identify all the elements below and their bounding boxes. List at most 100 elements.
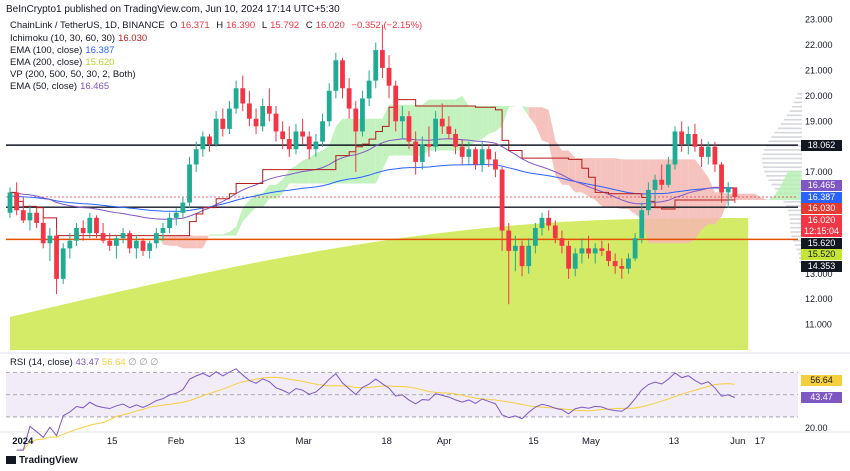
indicator-value: 15.620 [85, 57, 115, 68]
ichimoku-cloud-segment [422, 99, 429, 156]
candle-body [466, 149, 472, 157]
ichimoku-cloud-segment [103, 217, 110, 236]
ichimoku-cloud-segment [721, 192, 729, 217]
indicator-ema100[interactable]: EMA (100, close) 16.387 [10, 45, 117, 57]
candle-body [652, 179, 658, 190]
candle-body [240, 88, 246, 104]
candle-body [87, 217, 93, 234]
candle-body [220, 118, 226, 129]
candle-body [153, 233, 159, 244]
candle-body [685, 133, 691, 145]
candle-body [133, 240, 139, 249]
candle-body [34, 212, 39, 223]
price-axis-label: 16.020 [801, 214, 842, 226]
candle-body [280, 131, 286, 140]
rsi-legend[interactable]: RSI (14, close) 43.47 56.64 ∅ ∅ ∅ [10, 357, 158, 368]
ichimoku-cloud-segment [196, 235, 203, 249]
candle-body [40, 222, 46, 244]
candle-body [592, 248, 598, 254]
candle-body [286, 139, 292, 150]
ichimoku-cloud-segment [761, 197, 769, 201]
candle-body [386, 67, 392, 86]
volume-profile-bar [794, 244, 802, 246]
candle-body [732, 187, 738, 198]
candle-body [293, 131, 299, 150]
ichimoku-cloud-segment [675, 159, 682, 244]
indicator-ichimoku[interactable]: Ichimoku (10, 30, 60, 30) 16.030 [10, 33, 150, 45]
candle-body [200, 136, 206, 150]
candle-body [453, 133, 458, 147]
candle-body [446, 126, 452, 134]
time-tick-label: Apr [437, 436, 452, 447]
indicator-label: EMA (200, close) [10, 57, 83, 68]
candle-body [539, 217, 545, 229]
ichimoku-cloud-segment [495, 106, 503, 132]
volume-profile-bar [777, 127, 802, 130]
candle-body [506, 230, 512, 251]
ichimoku-cloud-segment [222, 231, 230, 236]
volume-profile-bar [774, 131, 802, 134]
ichimoku-cloud-segment [309, 153, 316, 184]
candle-body [7, 192, 13, 213]
candle-body [526, 245, 532, 267]
ichimoku-cloud-segment [475, 106, 483, 142]
volume-profile-bar [794, 101, 802, 104]
candle-body [227, 108, 232, 129]
ichimoku-cloud-segment [369, 118, 376, 184]
candle-body [413, 141, 419, 162]
candle-body [160, 228, 166, 234]
candle-body [140, 240, 146, 251]
ichimoku-cloud-segment [355, 118, 363, 184]
candle-body [340, 60, 345, 89]
candle-body [419, 144, 425, 162]
ichimoku-cloud-segment [236, 207, 243, 236]
indicator-value: 16.030 [118, 33, 148, 44]
tradingview-logo[interactable]: TradingView [6, 455, 78, 466]
ichimoku-cloud-segment [382, 104, 390, 170]
price-tick-label: 12.000 [805, 294, 833, 304]
rsi-axis-value-label: 56.64 [801, 375, 842, 386]
indicator-ema200[interactable]: EMA (200, close) 15.620 [10, 57, 117, 69]
ichimoku-cloud-segment [688, 159, 695, 244]
rsi-ma-line [16, 376, 735, 451]
price-tick-label: 22.000 [805, 40, 833, 50]
candle-body [499, 169, 505, 231]
candle-body [665, 164, 671, 185]
candle-body [260, 106, 266, 127]
candle-body [20, 210, 26, 221]
ichimoku-cloud-segment [502, 106, 509, 127]
volume-profile-bar [799, 257, 802, 259]
ichimoku-cloud-segment [628, 159, 636, 215]
indicator-vp[interactable]: VP (200, 500, 50, 30, 2, Both) [10, 69, 139, 81]
candle-body [107, 240, 113, 246]
candle-body [619, 266, 625, 269]
ichimoku-cloud-segment [608, 158, 616, 208]
ichimoku-cloud-segment [329, 126, 336, 184]
ichimoku-cloud-segment [276, 179, 283, 199]
volume-profile-bar [762, 157, 802, 160]
candle-body [60, 248, 66, 279]
ema100-line [9, 164, 735, 212]
time-tick-label: 17 [755, 436, 766, 447]
candle-body [320, 121, 325, 142]
candle-body [213, 118, 219, 145]
ichimoku-cloud-segment [462, 95, 469, 151]
time-tick-label: Jun [730, 436, 745, 447]
candle-body [187, 164, 192, 203]
volume-profile-bar [789, 110, 802, 112]
rsi-axis-label: 20.00 [805, 423, 828, 433]
candle-body [114, 238, 119, 246]
indicator-ema50[interactable]: EMA (50, close) 16.465 [10, 81, 112, 93]
candle-body [300, 131, 305, 137]
candle-body [173, 212, 179, 218]
candle-body [519, 245, 525, 267]
ichimoku-cloud-segment [615, 158, 622, 209]
ichimoku-cloud-segment [442, 99, 449, 151]
ichimoku-cloud-segment [315, 150, 323, 184]
price-axis-label: 14.353 [801, 260, 842, 272]
volume-profile-bar [762, 166, 802, 169]
ichimoku-cloud-segment [601, 158, 609, 208]
ichimoku-cloud-segment [528, 107, 536, 126]
close-value: 16.020 [315, 20, 345, 31]
